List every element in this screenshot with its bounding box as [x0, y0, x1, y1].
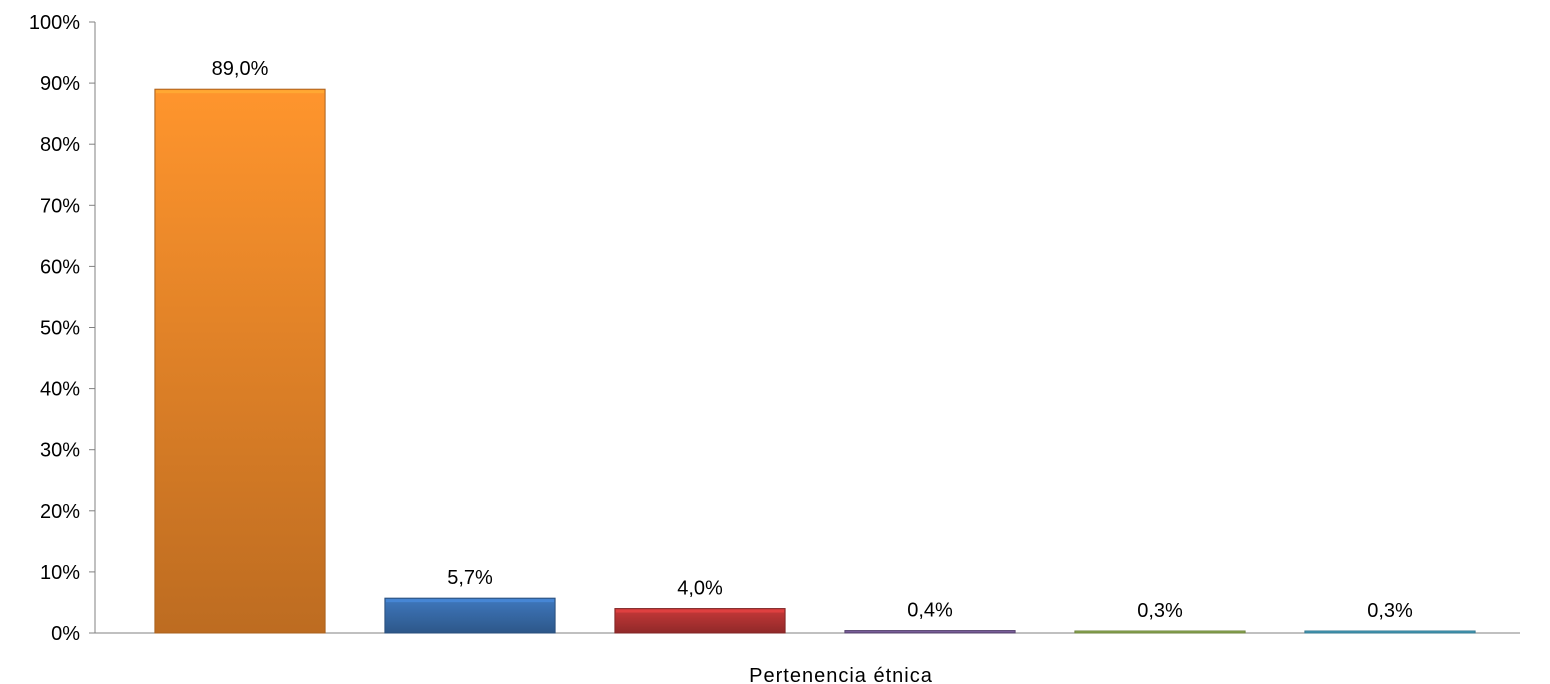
y-axis: 0% 10% 20% 30% 40% 50% 60% 70% 80% 90% 100%: [29, 12, 1520, 645]
bar: [384, 597, 556, 634]
data-label: 89,0%: [212, 58, 269, 80]
data-label: 0,3%: [1367, 600, 1413, 622]
bar: [844, 630, 1016, 634]
y-tick-label: 0%: [51, 623, 80, 645]
data-label: 5,7%: [447, 567, 493, 589]
bar: [1074, 630, 1246, 634]
x-axis-title: Pertenencia étnica: [749, 665, 933, 684]
y-tick-label: 90%: [40, 73, 80, 95]
y-tick-label: 60%: [40, 256, 80, 278]
data-labels: 89,0% 5,7% 4,0% 0,4% 0,3% 0,3%: [212, 58, 1413, 622]
bars: [154, 88, 1476, 634]
y-tick-label: 50%: [40, 318, 80, 340]
y-tick-label: 30%: [40, 440, 80, 462]
data-label: 4,0%: [677, 578, 723, 600]
bar: [614, 608, 786, 634]
y-tick-label: 100%: [29, 12, 80, 34]
y-tick-label: 40%: [40, 379, 80, 401]
bar: [1304, 630, 1476, 634]
y-tick-label: 10%: [40, 562, 80, 584]
data-label: 0,4%: [907, 600, 953, 622]
y-tick-label: 70%: [40, 195, 80, 217]
bar-highlight: [155, 90, 325, 94]
y-tick-label: 80%: [40, 134, 80, 156]
bar-highlight: [615, 609, 785, 613]
y-tick-label: 20%: [40, 501, 80, 523]
data-label: 0,3%: [1137, 600, 1183, 622]
bar-highlight: [385, 599, 555, 603]
bar: [154, 88, 326, 634]
